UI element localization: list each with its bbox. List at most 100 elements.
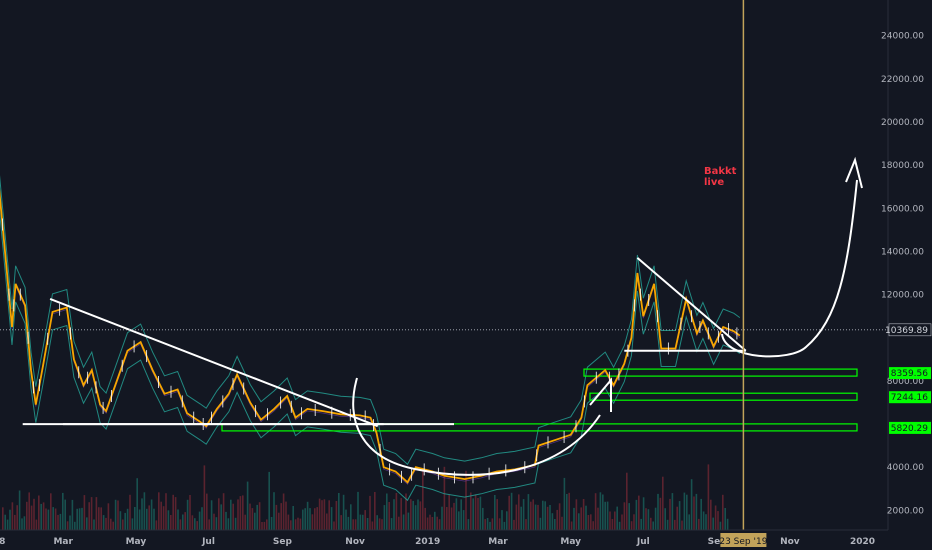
volume-bar <box>69 515 71 530</box>
volume-bar <box>714 505 717 530</box>
volume-bar <box>568 492 570 530</box>
y-axis-background <box>888 0 932 550</box>
volume-bar <box>503 521 506 530</box>
forecast-arrowhead <box>845 156 863 189</box>
volume-bar <box>501 510 503 530</box>
volume-bar <box>542 500 544 530</box>
volume-bar <box>282 493 285 530</box>
event-annotation-line1: Bakkt <box>704 166 737 177</box>
volume-bar <box>515 504 518 530</box>
volume-bar <box>30 505 33 530</box>
volume-bar <box>592 521 594 530</box>
volume-bar <box>688 514 690 530</box>
volume-bar <box>122 519 124 530</box>
volume-bar <box>230 499 232 530</box>
volume-bar <box>508 495 510 530</box>
volume-bar <box>112 521 114 530</box>
volume-bar <box>16 505 18 530</box>
volume-bar <box>6 519 9 530</box>
volume-bar <box>453 502 455 530</box>
volume-bar <box>506 511 508 530</box>
volume-bar <box>446 507 448 530</box>
volume-bar <box>407 512 410 530</box>
volume-bar <box>335 501 338 530</box>
volume-bar <box>174 497 177 530</box>
volume-bar <box>155 520 158 530</box>
volume-bar <box>261 522 263 530</box>
y-tick-label: 4000.00 <box>887 463 924 473</box>
volume-bar <box>220 504 222 530</box>
volume-bar <box>71 499 74 530</box>
volume-bar <box>618 521 621 530</box>
volume-bar <box>626 472 628 530</box>
volume-bar <box>40 503 42 530</box>
current-price-label: 10369.89 <box>885 326 928 336</box>
volume-bar <box>390 518 393 530</box>
volume-bar <box>554 519 556 530</box>
volume-bar <box>546 506 549 530</box>
volume-bar <box>38 495 40 530</box>
volume-bar <box>206 493 208 530</box>
volume-bar <box>4 514 6 530</box>
volume-bar <box>203 465 206 530</box>
volume-bar <box>496 499 498 530</box>
volume-bar <box>604 501 606 530</box>
volume-bar <box>218 498 220 530</box>
volume-bar <box>311 514 314 530</box>
volume-bar <box>136 478 138 530</box>
volume-bar <box>160 501 162 530</box>
volume-bar <box>11 502 14 530</box>
volume-bar <box>14 514 16 530</box>
volume-bar <box>129 494 131 530</box>
volume-bar <box>575 499 578 530</box>
x-tick-label: Sep <box>273 537 293 547</box>
volume-bar <box>333 521 335 530</box>
volume-bar <box>551 513 554 530</box>
volume-bar <box>520 506 522 530</box>
volume-bar <box>400 498 402 530</box>
volume-bar <box>537 504 539 530</box>
volume-bar <box>563 477 566 530</box>
volume-bar <box>126 508 129 530</box>
volume-bar <box>26 501 28 530</box>
volume-bar <box>326 513 328 530</box>
volume-bar <box>443 466 446 530</box>
volume-bar <box>650 517 652 530</box>
volume-bar <box>441 506 443 530</box>
volume-bar <box>62 492 64 530</box>
volume-bar <box>448 494 450 530</box>
volume-bar <box>95 497 98 530</box>
volume-bar <box>134 507 136 530</box>
y-tick-label: 16000.00 <box>881 204 924 214</box>
volume-bar <box>587 515 590 530</box>
volume-bar <box>321 500 323 530</box>
volume-bar <box>162 506 165 530</box>
volume-bar <box>242 495 244 530</box>
volume-bar <box>597 507 599 530</box>
volume-bar <box>654 507 657 530</box>
volume-bar <box>138 509 141 530</box>
x-axis-background <box>0 530 932 550</box>
volume-bar <box>402 514 405 530</box>
volume-bar <box>621 514 623 530</box>
volume-bar <box>47 509 50 530</box>
volume-bar <box>674 519 676 530</box>
volume-bar <box>431 517 434 530</box>
volume-bar <box>366 518 369 530</box>
volume-bar <box>556 509 558 530</box>
volume-bar <box>28 492 30 530</box>
volume-bar <box>330 507 333 530</box>
volume-bar <box>179 519 182 530</box>
level-price-label: 5820.29 <box>891 424 928 434</box>
volume-bar <box>474 494 477 530</box>
volume-bar <box>292 506 294 530</box>
level-price-label: 7244.16 <box>891 393 928 403</box>
volume-bar <box>189 495 191 530</box>
volume-bar <box>215 517 218 530</box>
volume-bar <box>287 514 290 530</box>
y-tick-label: 2000.00 <box>887 506 924 516</box>
volume-bar <box>318 498 321 530</box>
volume-bar <box>609 511 611 530</box>
